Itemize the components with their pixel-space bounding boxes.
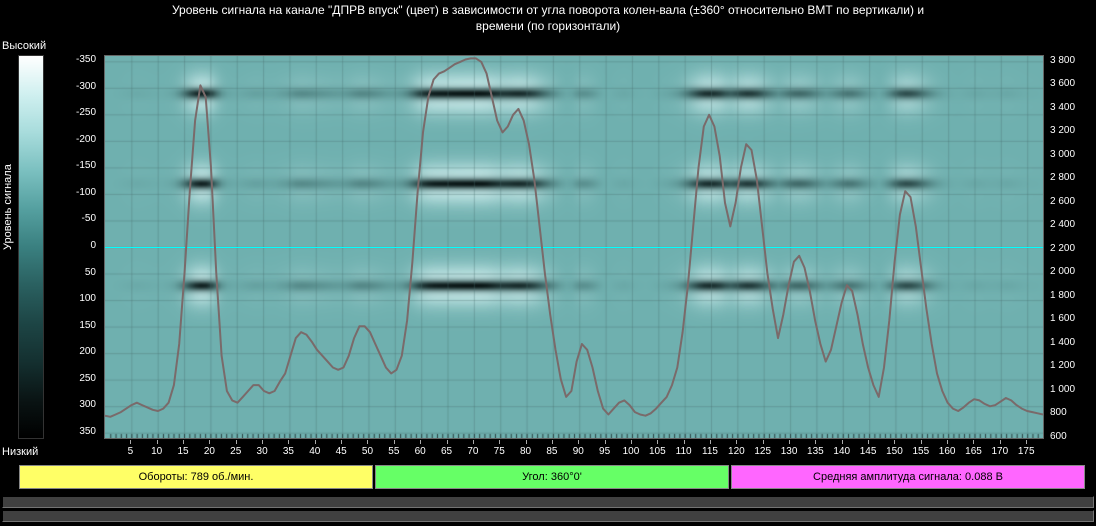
y-axis-right-ticks: 3 8003 6003 4003 2003 0002 8002 6002 400…	[1048, 55, 1092, 437]
y-axis-left-ticks: -350-300-250-200-150-100-500501001502002…	[60, 55, 100, 437]
chart-title: Уровень сигнала на канале "ДПРВ впуск" (…	[0, 2, 1096, 34]
status-amp-label: Средняя амплитуда сигнала:	[813, 471, 962, 483]
colorbar-high-label: Высокий	[2, 40, 46, 52]
status-angle-label: Угол:	[522, 471, 548, 483]
status-angle-value: 360°0'	[551, 471, 582, 483]
status-amplitude: Средняя амплитуда сигнала: 0.088 В	[731, 465, 1085, 489]
plot-area[interactable]	[104, 55, 1044, 439]
status-rpm-label: Обороты:	[139, 471, 188, 483]
taskbar-bar-2	[2, 510, 1094, 522]
x-axis-ticks: 5101520253035404550556065707580859095100…	[104, 440, 1042, 462]
status-amp-value: 0.088 В	[965, 471, 1003, 483]
taskbar-bar-1	[2, 496, 1094, 508]
status-rpm-value: 789 об./мин.	[191, 471, 254, 483]
colorbar-axis-label: Уровень сигнала	[2, 164, 14, 250]
spectrogram-canvas	[105, 56, 1043, 438]
status-rpm: Обороты: 789 об./мин.	[19, 465, 373, 489]
colorbar	[18, 55, 44, 439]
title-line-1: Уровень сигнала на канале "ДПРВ впуск" (…	[172, 3, 924, 17]
colorbar-low-label: Низкий	[2, 446, 38, 458]
status-angle: Угол: 360°0'	[375, 465, 729, 489]
title-line-2: времени (по горизонтали)	[476, 19, 620, 33]
status-bar: Обороты: 789 об./мин. Угол: 360°0' Средн…	[18, 465, 1086, 489]
system-taskbar	[0, 494, 1096, 522]
